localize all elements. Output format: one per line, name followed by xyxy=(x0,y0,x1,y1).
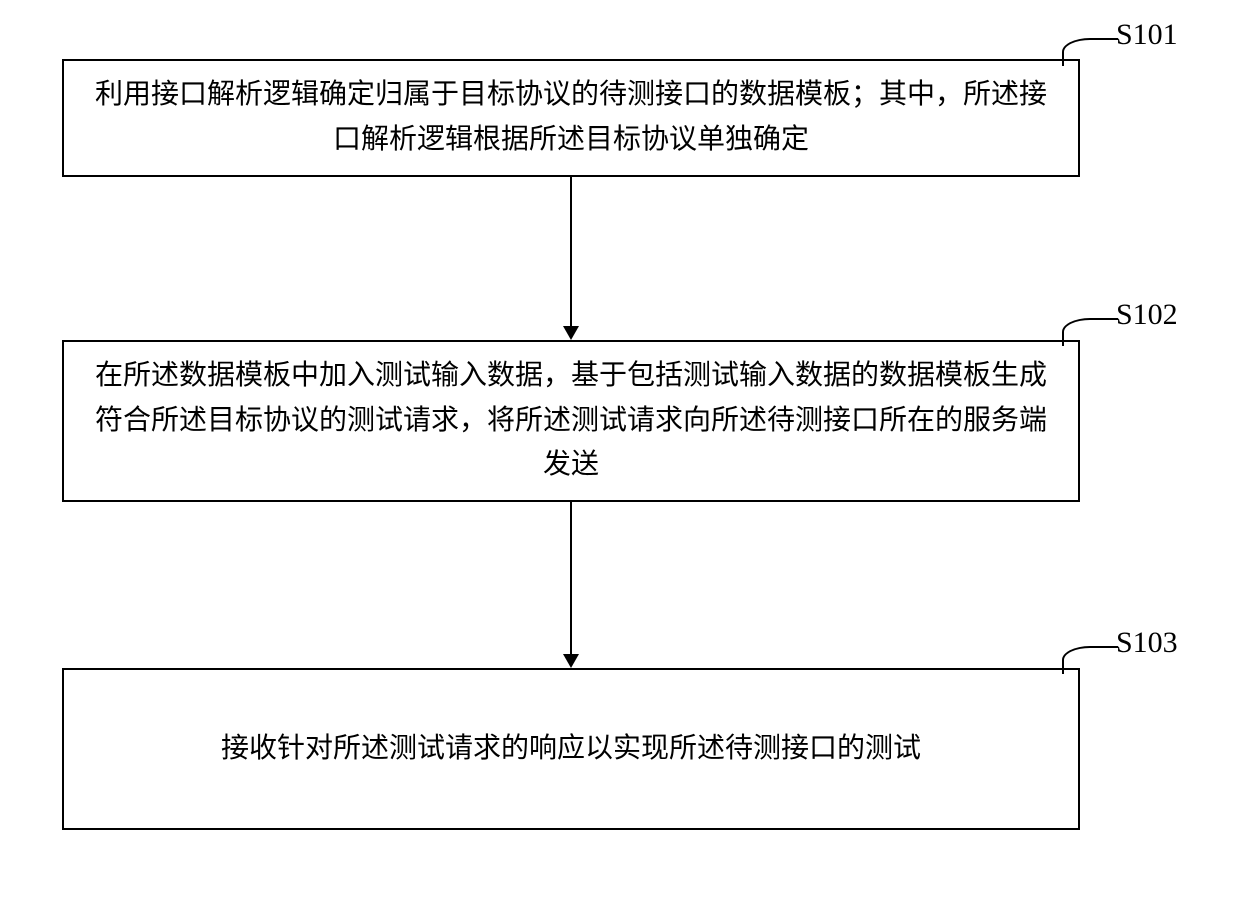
flowchart-container: 利用接口解析逻辑确定归属于目标协议的待测接口的数据模板；其中，所述接口解析逻辑根… xyxy=(0,0,1240,917)
flow-node-s102: 在所述数据模板中加入测试输入数据，基于包括测试输入数据的数据模板生成符合所述目标… xyxy=(62,340,1080,502)
flow-node-s101-text: 利用接口解析逻辑确定归属于目标协议的待测接口的数据模板；其中，所述接口解析逻辑根… xyxy=(84,73,1058,163)
flow-node-s101: 利用接口解析逻辑确定归属于目标协议的待测接口的数据模板；其中，所述接口解析逻辑根… xyxy=(62,59,1080,177)
flow-node-s103: 接收针对所述测试请求的响应以实现所述待测接口的测试 xyxy=(62,668,1080,830)
leader-line-s102 xyxy=(1062,318,1118,346)
arrow-s102-s103 xyxy=(570,502,572,654)
leader-line-s103 xyxy=(1062,646,1118,674)
flow-node-s102-text: 在所述数据模板中加入测试输入数据，基于包括测试输入数据的数据模板生成符合所述目标… xyxy=(84,354,1058,488)
arrow-head-s102-s103 xyxy=(563,654,579,668)
flow-label-s101: S101 xyxy=(1116,18,1178,52)
flow-node-s103-text: 接收针对所述测试请求的响应以实现所述待测接口的测试 xyxy=(221,727,921,772)
arrow-s101-s102 xyxy=(570,177,572,326)
arrow-head-s101-s102 xyxy=(563,326,579,340)
flow-label-s102: S102 xyxy=(1116,298,1178,332)
leader-line-s101 xyxy=(1062,38,1118,66)
flow-label-s103: S103 xyxy=(1116,626,1178,660)
